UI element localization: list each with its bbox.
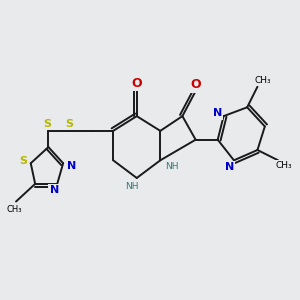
Text: N: N — [67, 160, 76, 171]
Text: O: O — [131, 77, 142, 90]
Text: NH: NH — [165, 162, 178, 171]
Text: S: S — [43, 119, 51, 129]
Text: CH₃: CH₃ — [275, 161, 292, 170]
Text: S: S — [65, 119, 73, 129]
Text: N: N — [212, 108, 222, 118]
Text: CH₃: CH₃ — [254, 76, 271, 85]
Text: NH: NH — [126, 182, 139, 191]
Text: S: S — [20, 156, 27, 166]
Text: O: O — [190, 78, 201, 91]
Text: CH₃: CH₃ — [7, 205, 22, 214]
Text: N: N — [50, 185, 59, 195]
Text: N: N — [225, 162, 234, 172]
